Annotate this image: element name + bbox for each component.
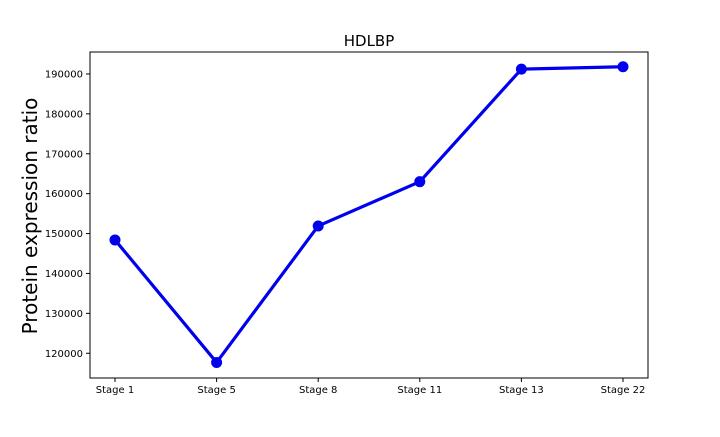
y-tick-label: 130000 xyxy=(45,309,83,320)
x-tick-label: Stage 5 xyxy=(197,385,235,396)
data-point xyxy=(109,234,121,246)
x-tick-label: Stage 11 xyxy=(397,385,442,396)
y-tick-label: 180000 xyxy=(45,109,83,120)
series-layer xyxy=(109,61,629,368)
chart-title: HDLBP xyxy=(344,32,395,50)
y-tick-label: 140000 xyxy=(45,269,83,280)
plot-area-frame xyxy=(89,51,649,379)
y-tick-label: 190000 xyxy=(45,69,83,80)
y-tick-label: 120000 xyxy=(45,349,83,360)
y-tick-label: 160000 xyxy=(45,189,83,200)
x-axis-ticks: Stage 1 Stage 5 Stage 8 Stage 11 Stage 13 Sta… xyxy=(96,378,646,396)
data-point xyxy=(312,220,324,232)
data-point xyxy=(414,176,426,188)
data-point xyxy=(617,61,629,73)
x-tick-label: Stage 1 xyxy=(96,385,134,396)
x-tick-label: Stage 8 xyxy=(299,385,337,396)
series-line xyxy=(113,65,625,365)
y-tick-label: 170000 xyxy=(45,149,83,160)
y-axis-ticks: 120000 130000 140000 150000 160000 170000 1800… xyxy=(45,69,90,360)
x-tick-label: Stage 13 xyxy=(499,385,544,396)
y-axis-label: Protein expression ratio xyxy=(18,98,42,335)
x-tick-label: Stage 22 xyxy=(601,385,646,396)
data-point xyxy=(211,356,223,368)
data-point xyxy=(515,63,527,75)
y-tick-label: 150000 xyxy=(45,229,83,240)
